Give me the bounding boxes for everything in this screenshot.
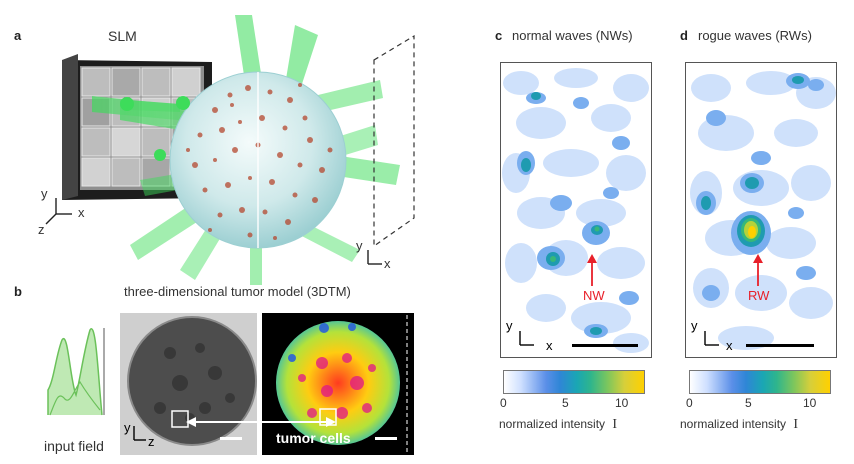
beam-spot [176,96,190,110]
tumor-micrograph [120,313,257,455]
rw-axes [704,331,719,346]
colorbar-c-title-text: normalized intensity [499,417,606,431]
colorbar-c-tick: 5 [562,396,569,410]
nw-axis-y: y [506,318,513,333]
nw-axes [519,331,534,346]
input-field-plot [47,328,105,416]
colorbar-d-tick: 5 [745,396,752,410]
axis-x-left: x [78,205,85,220]
axis-y-b: y [124,420,131,435]
rw-axis-x: x [726,338,733,353]
colorbar-c-symbol: I [612,417,618,432]
beam-spot [120,97,134,111]
panel-a-label: a [14,28,22,43]
slm-title: SLM [108,28,137,44]
input-field-label: input field [44,438,104,454]
panel-d-title: rogue waves (RWs) [698,28,812,43]
colorbar-d [689,370,831,394]
tumor-cells-label: tumor cells [276,430,351,446]
axes-right [367,250,382,265]
tumor-intensity-map [262,313,414,455]
panel-a-illustration [45,15,415,285]
nw-intensity-map [500,62,652,358]
axis-x-right: x [384,256,391,271]
colorbar-d-tick: 10 [803,396,817,410]
nw-marker-label: NW [583,288,605,303]
correspondence-arrow [186,417,336,427]
axes-b-arrows [133,426,146,441]
axis-z-b: z [148,434,155,449]
colorbar-d-title-text: normalized intensity [680,417,787,431]
colorbar-c-tick: 10 [615,396,629,410]
colorbar-d-title: normalized intensity I [680,417,798,433]
output-plane [373,34,415,248]
colorbar-d-symbol: I [793,417,799,432]
panel-c-label: c [495,28,503,43]
panel-d-label: d [680,28,688,43]
colorbar-c-tick: 0 [500,396,507,410]
tumor-sphere [169,71,347,249]
rw-scale-bar [746,344,814,347]
nw-axis-x: x [546,338,553,353]
axis-y-left: y [41,186,48,201]
axes-left [45,198,72,225]
rw-axis-y: y [691,318,698,333]
rw-intensity-map [685,62,837,358]
nw-scale-bar [572,344,638,347]
colorbar-c-title: normalized intensity I [499,417,617,433]
panel-b-label: b [14,284,22,299]
beam-spot [154,149,166,161]
colorbar-d-tick: 0 [686,396,693,410]
panel-b-title: three-dimensional tumor model (3DTM) [124,284,351,299]
axis-z-left: z [38,222,45,237]
rw-marker-label: RW [748,288,770,303]
rw-arrow [753,254,763,286]
nw-arrow [587,254,597,286]
axis-y-right: y [356,238,363,253]
colorbar-c [503,370,645,394]
panel-c-title: normal waves (NWs) [512,28,633,43]
